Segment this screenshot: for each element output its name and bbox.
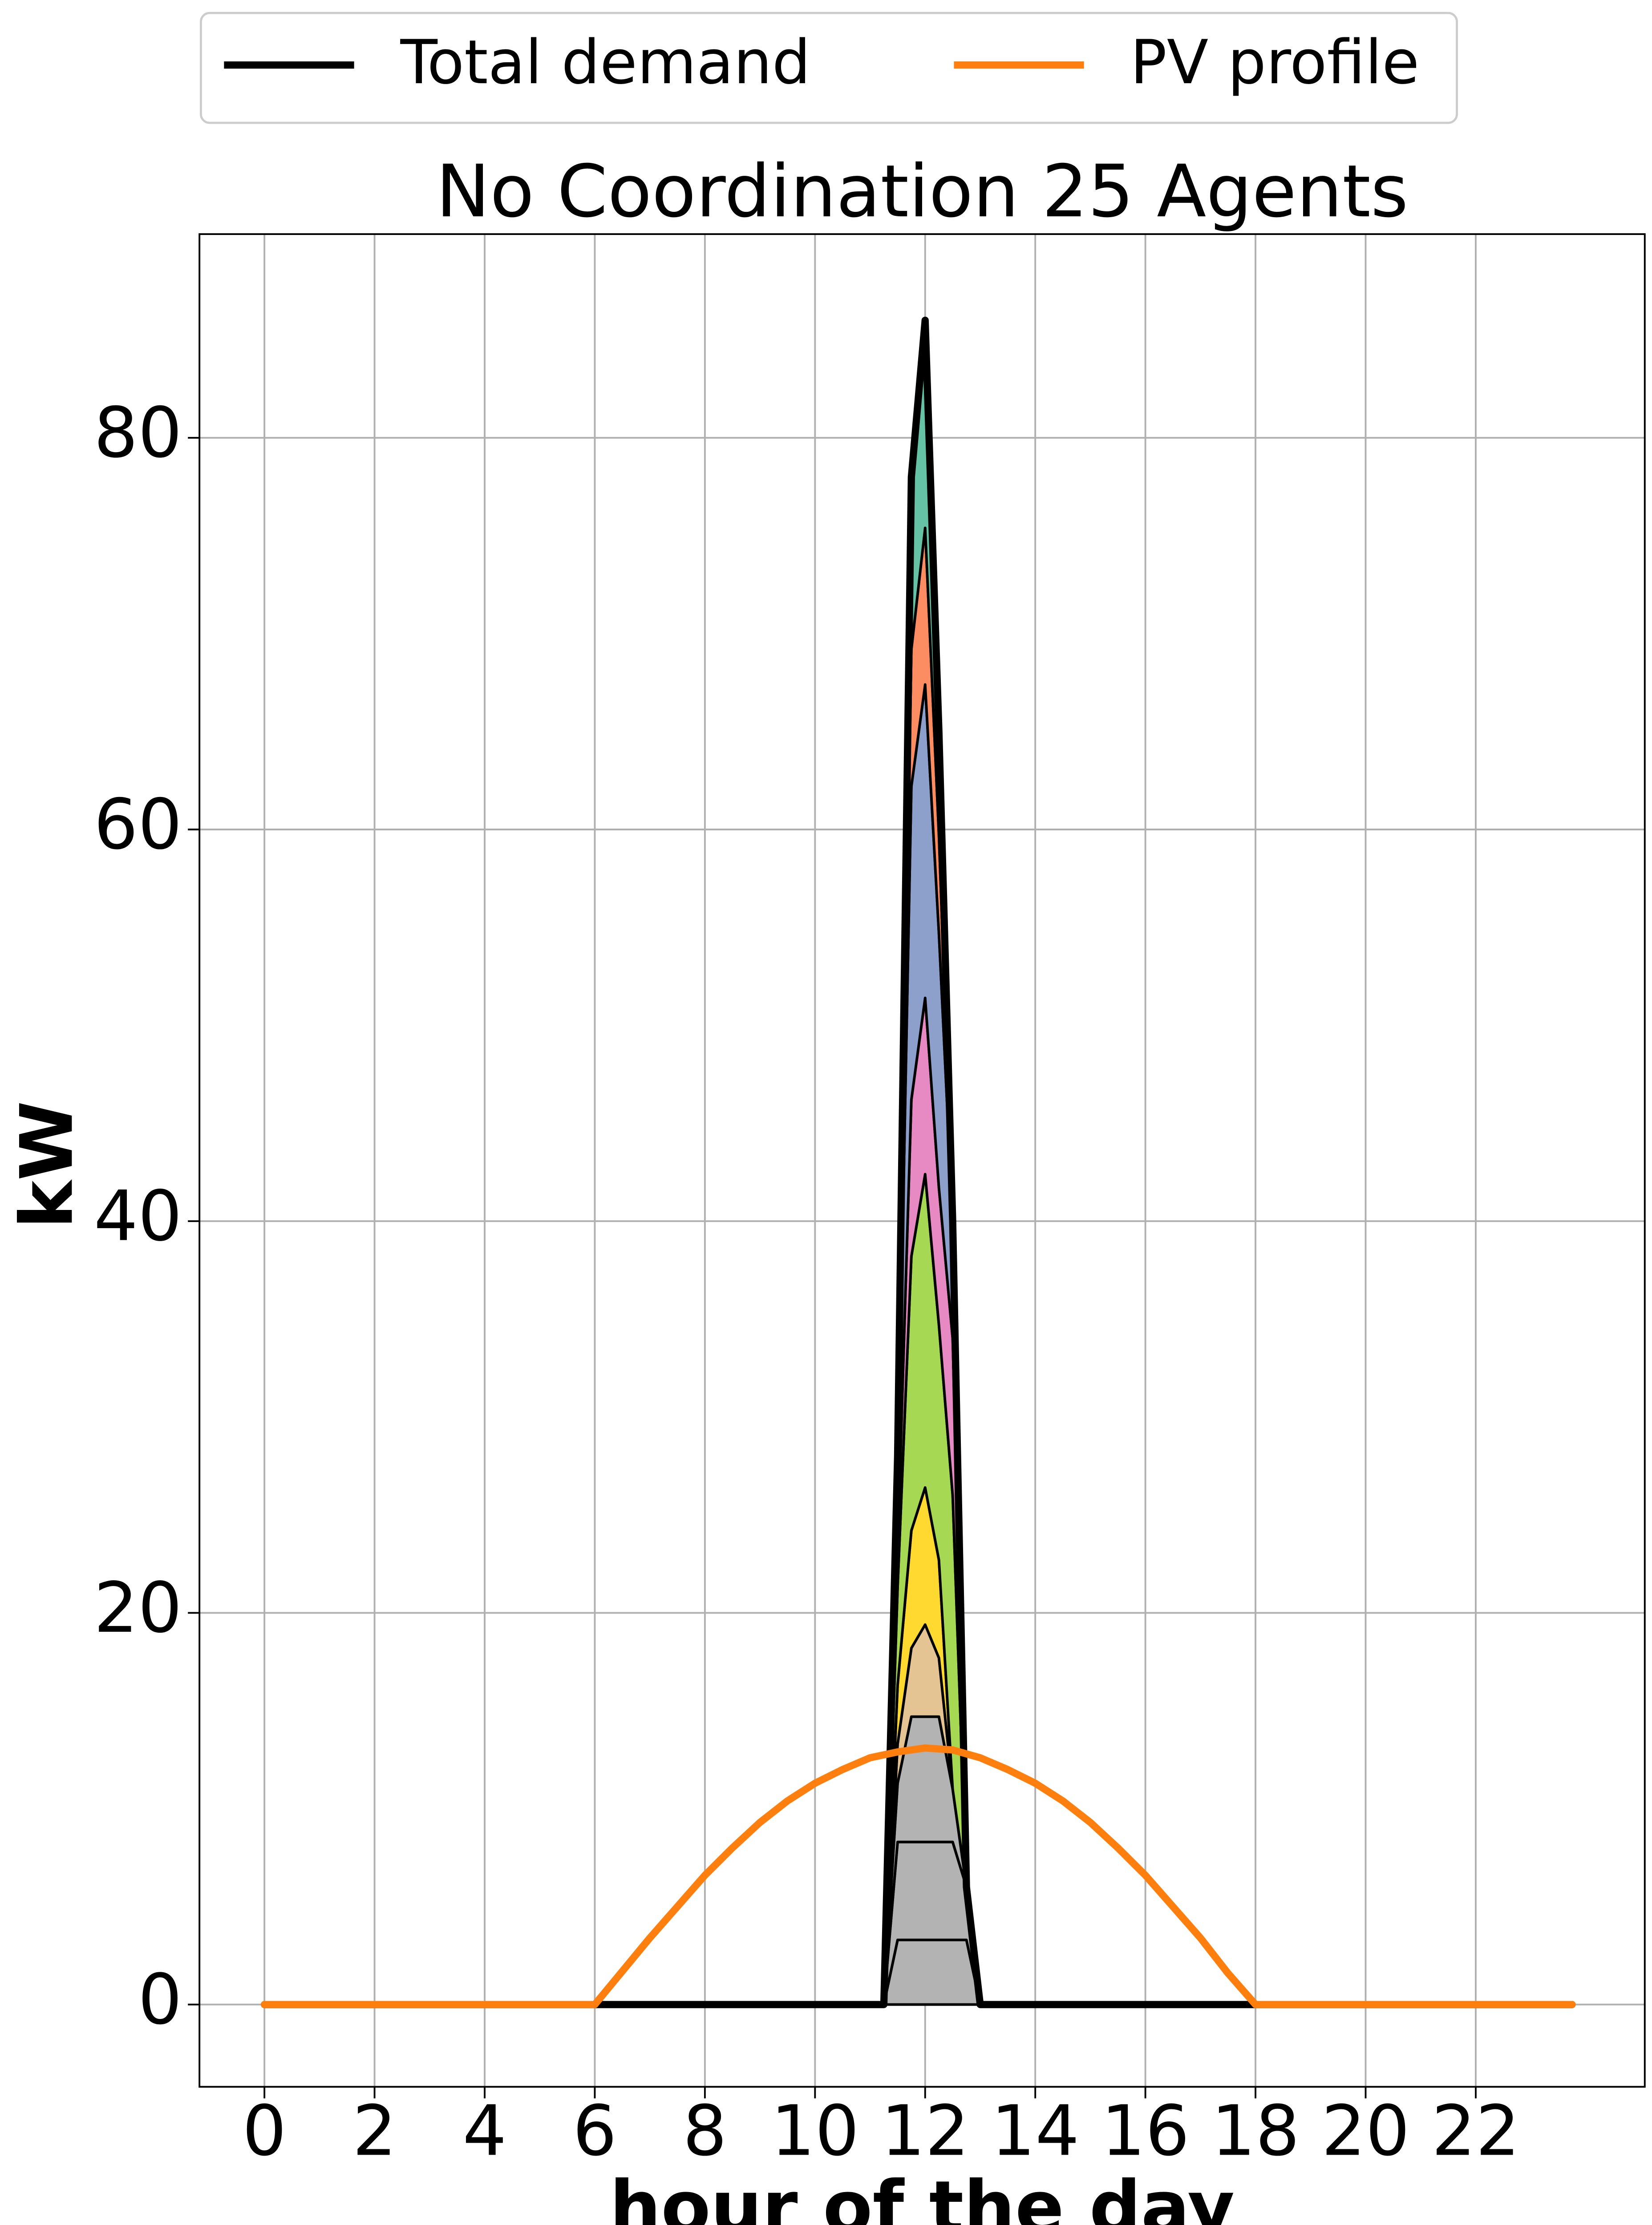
legend-frame [199,12,1458,124]
series-line [261,316,1576,2008]
legend-label: PV profile [1130,27,1420,98]
y-axis-label: kW [5,1101,89,1229]
legend-label: Total demand [400,27,811,98]
x-tick-label: 18 [1211,2090,1300,2171]
x-tick-label: 4 [462,2090,506,2171]
x-tick-label: 10 [771,2090,859,2171]
x-tick-label: 8 [683,2090,727,2171]
x-tick-label: 14 [991,2090,1079,2171]
y-tick-label: 40 [94,1176,182,1257]
x-tick-label: 22 [1432,2090,1520,2171]
chart-title: No Coordination 25 Agents [436,150,1409,234]
x-tick-label: 2 [352,2090,397,2171]
stack-area [883,1938,982,2006]
y-tick-label: 20 [94,1567,182,1648]
plot-marks [261,316,1576,2008]
x-tick-label: 12 [881,2090,969,2171]
x-axis-label: hour of the day [610,2165,1235,2225]
x-tick-label: 0 [243,2090,287,2171]
x-tick-label: 16 [1101,2090,1189,2171]
x-tick-label: 20 [1321,2090,1409,2171]
y-tick-label: 80 [94,392,182,473]
series-line [261,1744,1576,2008]
y-tick-label: 60 [94,784,182,865]
y-tick-label: 0 [138,1959,182,2040]
x-tick-label: 6 [573,2090,617,2171]
plot-frame [198,233,1646,2088]
